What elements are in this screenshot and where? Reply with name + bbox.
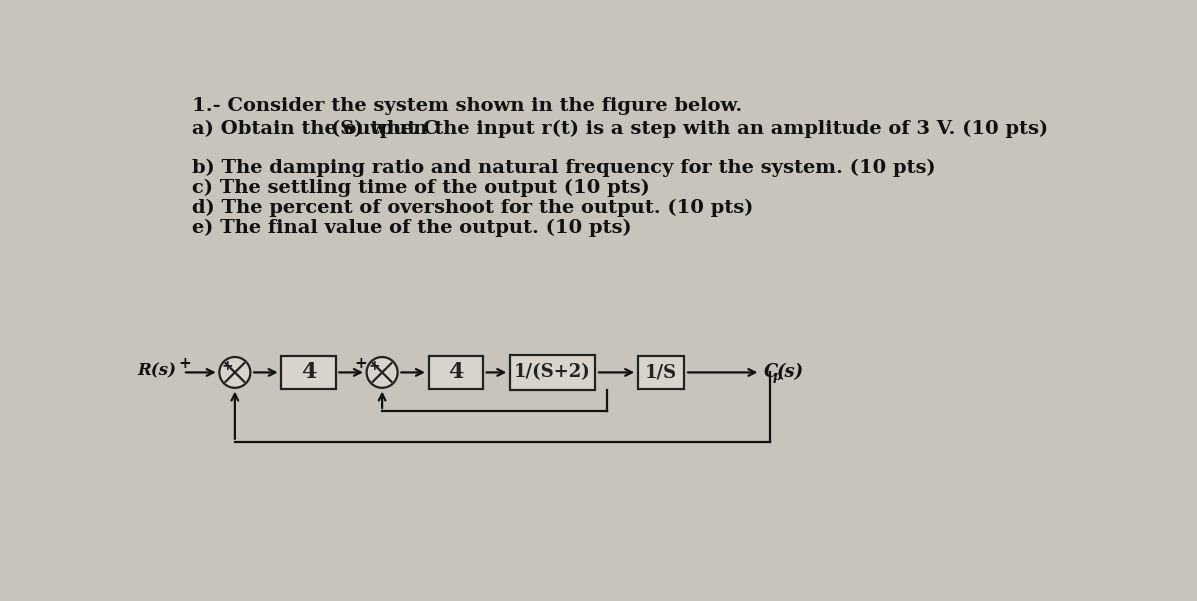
Text: p: p	[773, 370, 782, 383]
Bar	[429, 356, 482, 389]
Text: +: +	[221, 359, 233, 373]
Text: 1.- Consider the system shown in the figure below.: 1.- Consider the system shown in the fig…	[193, 97, 742, 115]
Text: b) The damping ratio and natural frequency for the system. (10 pts): b) The damping ratio and natural frequen…	[193, 158, 936, 177]
Text: +: +	[369, 359, 381, 373]
Text: 1/S: 1/S	[645, 364, 678, 382]
Circle shape	[366, 357, 397, 388]
Bar	[638, 356, 685, 389]
Text: 4: 4	[300, 361, 316, 383]
Text: I: I	[326, 124, 329, 133]
Circle shape	[219, 357, 250, 388]
Text: 4: 4	[448, 361, 463, 383]
Text: +: +	[178, 356, 190, 371]
Text: e) The final value of the output. (10 pts): e) The final value of the output. (10 pt…	[193, 218, 632, 237]
Text: (S) when the input r(t) is a step with an amplitude of 3 V. (10 pts): (S) when the input r(t) is a step with a…	[330, 120, 1047, 138]
Text: c) The settling time of the output (10 pts): c) The settling time of the output (10 p…	[193, 178, 650, 197]
Text: 1/(S+2): 1/(S+2)	[515, 364, 591, 382]
Text: C: C	[764, 362, 778, 380]
Text: d) The percent of overshoot for the output. (10 pts): d) The percent of overshoot for the outp…	[193, 198, 754, 216]
Text: +: +	[354, 356, 366, 371]
Text: (s): (s)	[777, 362, 804, 380]
Bar	[281, 356, 335, 389]
Bar	[510, 355, 595, 390]
Text: R(s): R(s)	[138, 362, 177, 379]
Text: a) Obtain the output C: a) Obtain the output C	[193, 120, 439, 138]
